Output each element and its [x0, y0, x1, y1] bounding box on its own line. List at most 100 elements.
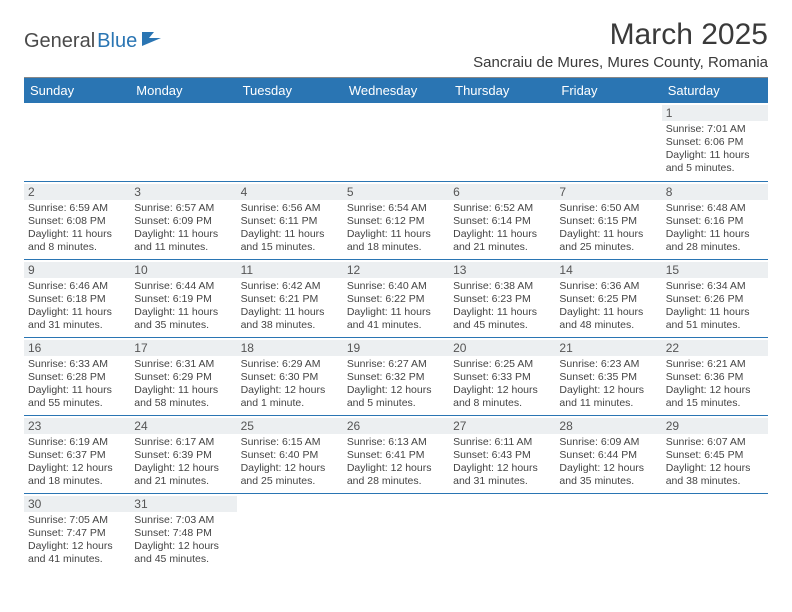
calendar-cell: 11Sunrise: 6:42 AMSunset: 6:21 PMDayligh… [237, 259, 343, 337]
sunrise-text: Sunrise: 6:19 AM [28, 436, 126, 449]
day-number: 26 [343, 418, 449, 434]
sunset-text: Sunset: 6:36 PM [666, 371, 764, 384]
day-number: 1 [662, 105, 768, 121]
daylight-text: Daylight: 11 hours and 55 minutes. [28, 384, 126, 410]
calendar-cell: 24Sunrise: 6:17 AMSunset: 6:39 PMDayligh… [130, 415, 236, 493]
dayname-sun: Sunday [24, 78, 130, 103]
sunset-text: Sunset: 6:21 PM [241, 293, 339, 306]
day-info: Sunrise: 6:34 AMSunset: 6:26 PMDaylight:… [666, 280, 764, 333]
day-number: 28 [555, 418, 661, 434]
calendar-cell [343, 103, 449, 181]
sunset-text: Sunset: 6:29 PM [134, 371, 232, 384]
sunrise-text: Sunrise: 6:25 AM [453, 358, 551, 371]
sunset-text: Sunset: 6:15 PM [559, 215, 657, 228]
day-info: Sunrise: 6:23 AMSunset: 6:35 PMDaylight:… [559, 358, 657, 411]
sunset-text: Sunset: 6:11 PM [241, 215, 339, 228]
calendar-cell: 10Sunrise: 6:44 AMSunset: 6:19 PMDayligh… [130, 259, 236, 337]
daylight-text: Daylight: 11 hours and 45 minutes. [453, 306, 551, 332]
day-info: Sunrise: 6:59 AMSunset: 6:08 PMDaylight:… [28, 202, 126, 255]
daylight-text: Daylight: 11 hours and 25 minutes. [559, 228, 657, 254]
day-info: Sunrise: 6:19 AMSunset: 6:37 PMDaylight:… [28, 436, 126, 489]
sunrise-text: Sunrise: 6:52 AM [453, 202, 551, 215]
calendar-page: General Blue March 2025 Sancraiu de Mure… [0, 0, 792, 581]
sunset-text: Sunset: 6:45 PM [666, 449, 764, 462]
day-info: Sunrise: 6:27 AMSunset: 6:32 PMDaylight:… [347, 358, 445, 411]
daylight-text: Daylight: 11 hours and 18 minutes. [347, 228, 445, 254]
day-number: 23 [24, 418, 130, 434]
daylight-text: Daylight: 11 hours and 5 minutes. [666, 149, 764, 175]
calendar-cell: 9Sunrise: 6:46 AMSunset: 6:18 PMDaylight… [24, 259, 130, 337]
daylight-text: Daylight: 12 hours and 8 minutes. [453, 384, 551, 410]
day-number: 25 [237, 418, 343, 434]
sunrise-text: Sunrise: 6:57 AM [134, 202, 232, 215]
calendar-cell: 23 Sunrise: 6:19 AMSunset: 6:37 PMDayligh… [24, 415, 130, 493]
day-number: 27 [449, 418, 555, 434]
sunrise-text: Sunrise: 6:07 AM [666, 436, 764, 449]
day-number: 5 [343, 184, 449, 200]
sunrise-text: Sunrise: 6:42 AM [241, 280, 339, 293]
day-info: Sunrise: 7:03 AMSunset: 7:48 PMDaylight:… [134, 514, 232, 567]
day-info: Sunrise: 6:42 AMSunset: 6:21 PMDaylight:… [241, 280, 339, 333]
calendar-cell: 28Sunrise: 6:09 AMSunset: 6:44 PMDayligh… [555, 415, 661, 493]
logo-flag-icon [141, 31, 163, 52]
calendar-cell [130, 103, 236, 181]
daylight-text: Daylight: 11 hours and 35 minutes. [134, 306, 232, 332]
day-info: Sunrise: 6:15 AMSunset: 6:40 PMDaylight:… [241, 436, 339, 489]
calendar-cell [555, 493, 661, 571]
dayname-wed: Wednesday [343, 78, 449, 103]
sunrise-text: Sunrise: 6:34 AM [666, 280, 764, 293]
sunrise-text: Sunrise: 6:29 AM [241, 358, 339, 371]
calendar-cell [449, 493, 555, 571]
dayname-tue: Tuesday [237, 78, 343, 103]
calendar-cell: 27 Sunrise: 6:11 AMSunset: 6:43 PMDayligh… [449, 415, 555, 493]
calendar-cell: 25 Sunrise: 6:15 AMSunset: 6:40 PMDayligh… [237, 415, 343, 493]
dayname-thu: Thursday [449, 78, 555, 103]
daylight-text: Daylight: 11 hours and 48 minutes. [559, 306, 657, 332]
calendar-cell: 18Sunrise: 6:29 AMSunset: 6:30 PMDayligh… [237, 337, 343, 415]
day-info: Sunrise: 6:11 AMSunset: 6:43 PMDaylight:… [453, 436, 551, 489]
calendar-cell [662, 493, 768, 571]
sunrise-text: Sunrise: 6:15 AM [241, 436, 339, 449]
day-number: 17 [130, 340, 236, 356]
calendar-grid: Sunday Monday Tuesday Wednesday Thursday… [24, 78, 768, 571]
day-info: Sunrise: 6:17 AMSunset: 6:39 PMDaylight:… [134, 436, 232, 489]
sunset-text: Sunset: 6:41 PM [347, 449, 445, 462]
sunset-text: Sunset: 6:33 PM [453, 371, 551, 384]
calendar-week: 2Sunrise: 6:59 AMSunset: 6:08 PMDaylight… [24, 181, 768, 259]
day-number: 18 [237, 340, 343, 356]
calendar-cell: 3Sunrise: 6:57 AMSunset: 6:09 PMDaylight… [130, 181, 236, 259]
sunrise-text: Sunrise: 7:01 AM [666, 123, 764, 136]
logo-text-blue: Blue [97, 30, 137, 53]
calendar-cell [24, 103, 130, 181]
day-number: 21 [555, 340, 661, 356]
daylight-text: Daylight: 12 hours and 5 minutes. [347, 384, 445, 410]
sunrise-text: Sunrise: 6:31 AM [134, 358, 232, 371]
day-number: 7 [555, 184, 661, 200]
sunrise-text: Sunrise: 6:48 AM [666, 202, 764, 215]
sunset-text: Sunset: 6:35 PM [559, 371, 657, 384]
calendar-cell: 29Sunrise: 6:07 AMSunset: 6:45 PMDayligh… [662, 415, 768, 493]
sunrise-text: Sunrise: 6:38 AM [453, 280, 551, 293]
calendar-cell [449, 103, 555, 181]
daylight-text: Daylight: 12 hours and 31 minutes. [453, 462, 551, 488]
daylight-text: Daylight: 12 hours and 45 minutes. [134, 540, 232, 566]
sunrise-text: Sunrise: 6:59 AM [28, 202, 126, 215]
day-info: Sunrise: 6:54 AMSunset: 6:12 PMDaylight:… [347, 202, 445, 255]
sunset-text: Sunset: 6:40 PM [241, 449, 339, 462]
day-info: Sunrise: 6:50 AMSunset: 6:15 PMDaylight:… [559, 202, 657, 255]
day-number: 9 [24, 262, 130, 278]
day-number: 20 [449, 340, 555, 356]
day-info: Sunrise: 6:48 AMSunset: 6:16 PMDaylight:… [666, 202, 764, 255]
sunset-text: Sunset: 7:48 PM [134, 527, 232, 540]
sunset-text: Sunset: 6:14 PM [453, 215, 551, 228]
day-number: 30 [24, 496, 130, 512]
day-info: Sunrise: 6:07 AMSunset: 6:45 PMDaylight:… [666, 436, 764, 489]
daylight-text: Daylight: 11 hours and 31 minutes. [28, 306, 126, 332]
calendar-cell: 15Sunrise: 6:34 AMSunset: 6:26 PMDayligh… [662, 259, 768, 337]
day-info: Sunrise: 6:36 AMSunset: 6:25 PMDaylight:… [559, 280, 657, 333]
daylight-text: Daylight: 12 hours and 25 minutes. [241, 462, 339, 488]
calendar-cell: 31Sunrise: 7:03 AMSunset: 7:48 PMDayligh… [130, 493, 236, 571]
sunset-text: Sunset: 6:08 PM [28, 215, 126, 228]
calendar-cell [555, 103, 661, 181]
daylight-text: Daylight: 11 hours and 21 minutes. [453, 228, 551, 254]
